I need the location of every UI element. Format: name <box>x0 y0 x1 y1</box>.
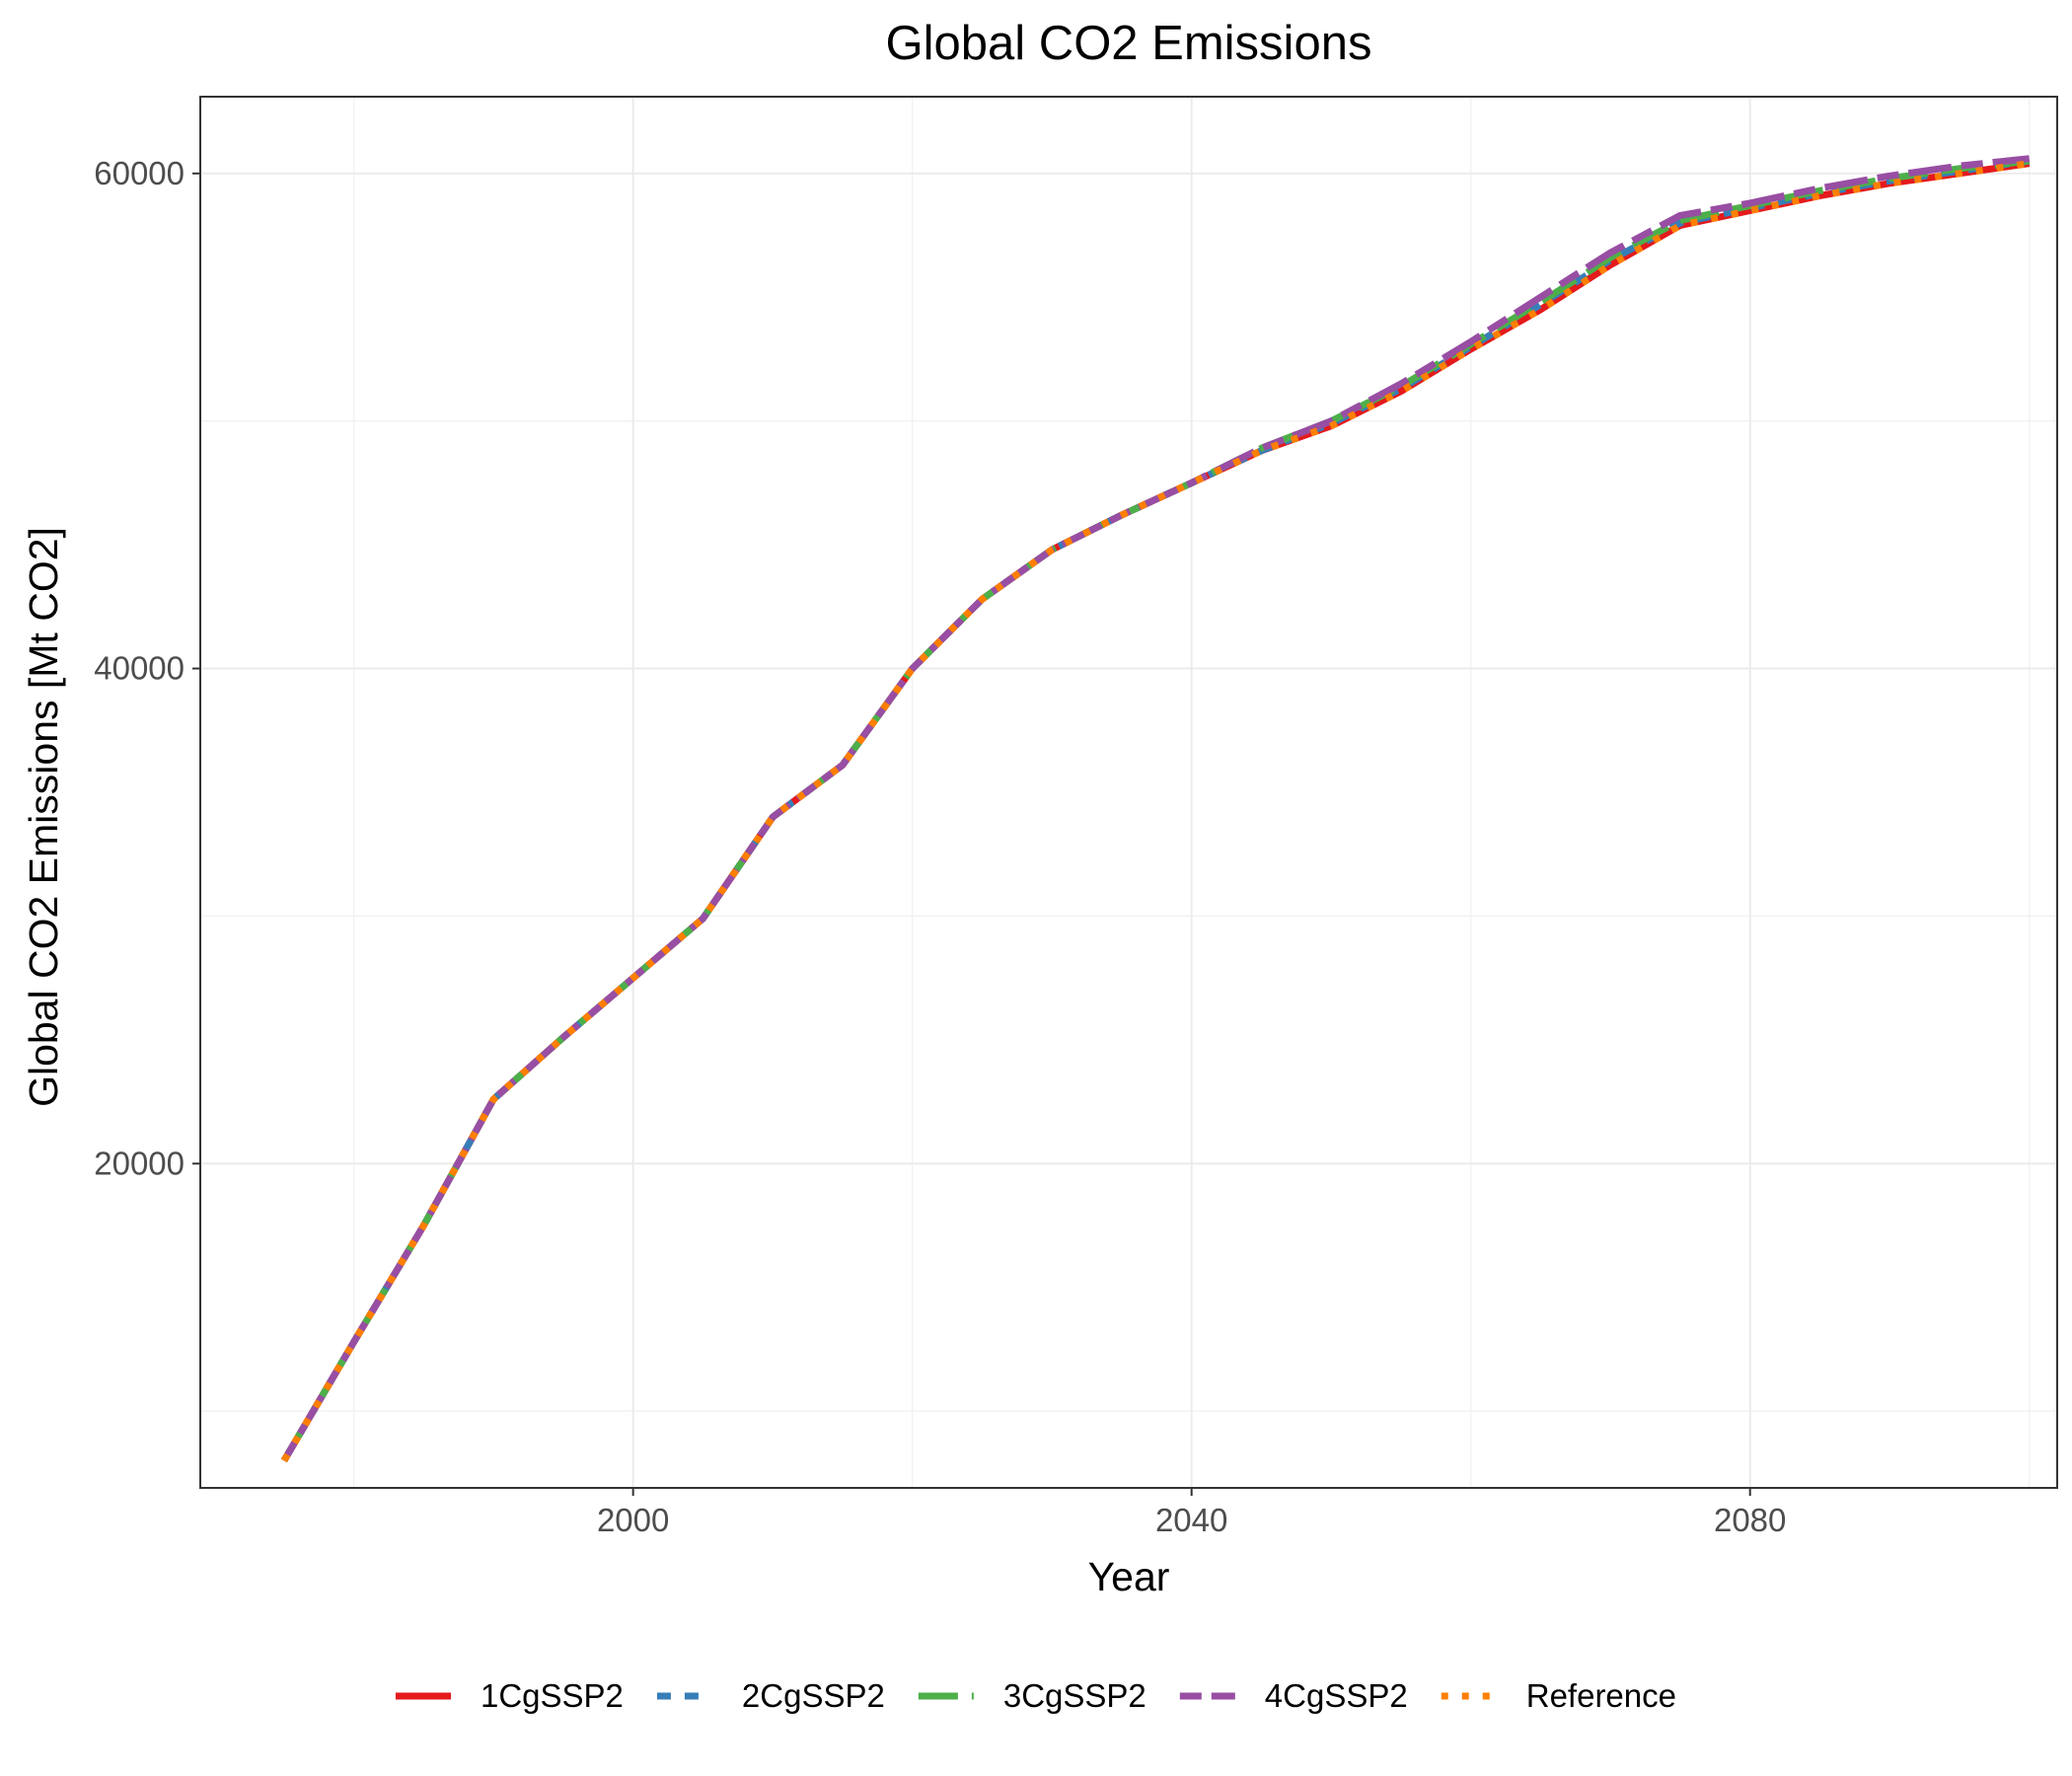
series-layer <box>280 155 2031 1463</box>
y-tick-label: 40000 <box>94 650 185 687</box>
legend-label: 3CgSSP2 <box>1003 1677 1147 1714</box>
x-tick-label: 2080 <box>1714 1502 1786 1538</box>
series-line-4cgssp2 <box>280 155 2031 1463</box>
chart-title: Global CO2 Emissions <box>886 17 1372 70</box>
series-line-3cgssp2 <box>280 157 2031 1463</box>
y-axis-title: Global CO2 Emissions [Mt CO2] <box>21 527 66 1107</box>
axes: 2000 2040 2080 20000 40000 60000 <box>94 155 1786 1538</box>
legend: 1CgSSP2 2CgSSP2 3CgSSP2 4CgSSP2 Reference <box>395 1677 1676 1714</box>
y-tick-label: 20000 <box>94 1145 185 1181</box>
x-axis-title: Year <box>1088 1554 1170 1599</box>
legend-label: 2CgSSP2 <box>742 1677 885 1714</box>
x-tick-label: 2040 <box>1155 1502 1227 1538</box>
legend-label: 4CgSSP2 <box>1265 1677 1408 1714</box>
grid <box>200 97 2057 1488</box>
legend-label: 1CgSSP2 <box>481 1677 624 1714</box>
legend-label: Reference <box>1526 1677 1676 1714</box>
y-tick-label: 60000 <box>94 155 185 191</box>
x-tick-label: 2000 <box>597 1502 669 1538</box>
plot-panel-border <box>199 96 2058 1489</box>
